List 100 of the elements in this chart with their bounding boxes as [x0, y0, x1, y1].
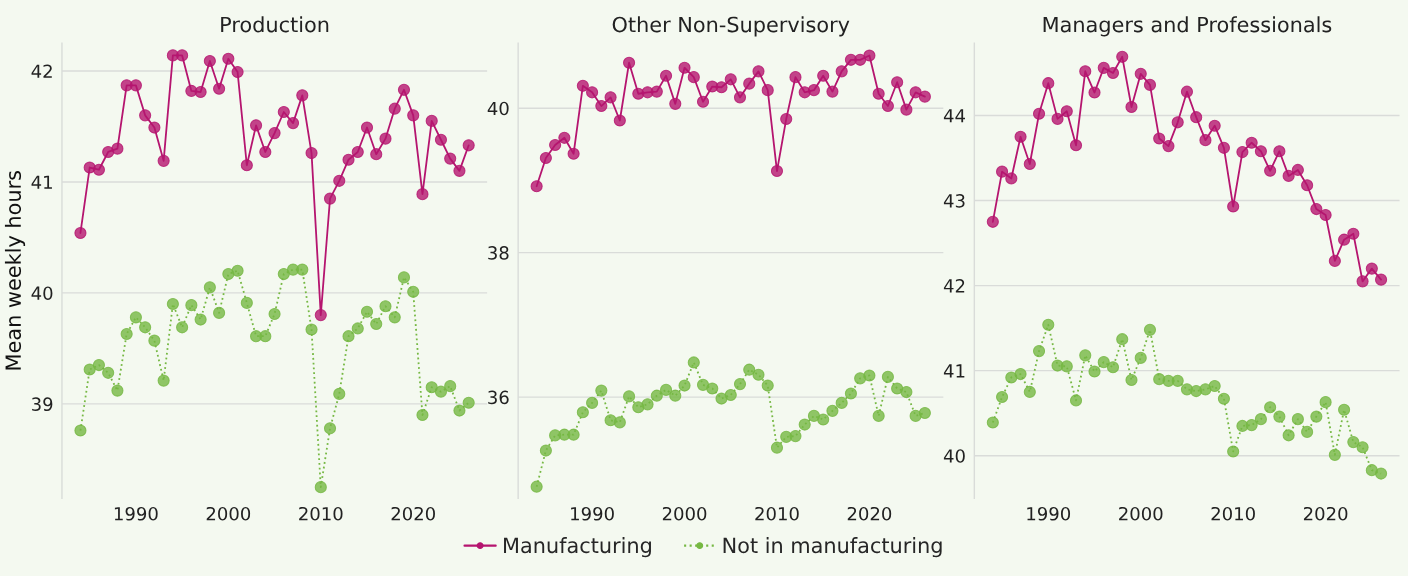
- y-tick-label: 36: [488, 390, 509, 405]
- point: [650, 389, 663, 402]
- point: [434, 133, 448, 146]
- point: [213, 82, 226, 95]
- point: [102, 366, 115, 379]
- point: [397, 83, 411, 96]
- point: [323, 422, 337, 435]
- point: [1116, 50, 1129, 63]
- point: [240, 159, 253, 172]
- point: [539, 151, 552, 165]
- x-tick-label: 1990: [571, 506, 614, 521]
- point: [641, 398, 654, 411]
- point: [111, 142, 124, 155]
- point: [360, 305, 374, 318]
- y-tick-label: 41: [31, 175, 52, 189]
- point: [539, 444, 552, 457]
- point: [696, 95, 710, 108]
- point: [1217, 141, 1230, 154]
- point: [74, 424, 87, 437]
- point: [1097, 356, 1110, 369]
- point: [706, 382, 719, 395]
- point: [250, 119, 263, 132]
- point: [213, 306, 226, 319]
- point: [632, 401, 645, 414]
- y-tick-label: 40: [487, 101, 509, 116]
- point: [407, 285, 420, 298]
- point: [1069, 394, 1083, 407]
- point: [1347, 436, 1360, 449]
- point: [1153, 132, 1166, 145]
- point: [1051, 112, 1064, 125]
- point: [1023, 385, 1036, 398]
- point: [1291, 413, 1304, 426]
- point: [1356, 441, 1369, 454]
- x-tick-label: 2000: [662, 506, 707, 521]
- point: [83, 363, 96, 376]
- y-axis-title: Mean weekly hours: [4, 171, 26, 370]
- point: [351, 322, 364, 335]
- point: [1134, 67, 1147, 80]
- point: [1106, 361, 1120, 374]
- point: [1079, 65, 1092, 78]
- point: [1079, 349, 1092, 362]
- point: [342, 330, 355, 343]
- point: [826, 404, 839, 417]
- point: [222, 52, 235, 65]
- point: [1171, 374, 1184, 387]
- point: [74, 226, 87, 240]
- point: [743, 363, 756, 376]
- point: [1264, 401, 1277, 414]
- point: [425, 114, 438, 127]
- point: [1190, 385, 1203, 398]
- point: [1199, 134, 1212, 147]
- point: [1097, 61, 1110, 74]
- point: [817, 413, 830, 426]
- point: [176, 321, 189, 334]
- point: [1254, 413, 1267, 426]
- point: [752, 65, 765, 78]
- point: [576, 406, 589, 419]
- point: [1273, 145, 1286, 158]
- point: [1301, 179, 1314, 192]
- point: [1143, 78, 1157, 91]
- point: [314, 481, 327, 494]
- point: [286, 117, 300, 130]
- point: [844, 387, 857, 400]
- point: [296, 263, 309, 276]
- point: [333, 387, 346, 400]
- point: [157, 374, 170, 387]
- point: [558, 131, 571, 144]
- point: [770, 441, 784, 454]
- point: [567, 428, 580, 441]
- point: [148, 334, 161, 347]
- point: [918, 406, 931, 420]
- point: [1245, 419, 1258, 432]
- point: [1180, 85, 1194, 98]
- point: [1328, 448, 1341, 461]
- point: [604, 91, 617, 104]
- x-tick-label: 2020: [847, 506, 892, 521]
- point: [835, 396, 848, 409]
- point: [111, 384, 124, 397]
- point: [659, 383, 673, 396]
- point: [1032, 107, 1046, 120]
- point: [203, 281, 216, 294]
- point: [379, 300, 392, 313]
- x-tick-label: 1990: [114, 506, 158, 521]
- point: [530, 480, 543, 493]
- point: [1365, 464, 1378, 477]
- point: [397, 271, 411, 284]
- point: [909, 86, 922, 99]
- point: [139, 321, 152, 334]
- point: [277, 105, 290, 119]
- point: [462, 139, 475, 152]
- y-tick-label: 42: [31, 64, 52, 78]
- point: [1374, 467, 1388, 480]
- x-tick-label: 1990: [1027, 506, 1071, 521]
- point: [453, 164, 466, 177]
- point: [259, 145, 272, 159]
- point: [1088, 86, 1101, 99]
- point: [1032, 345, 1046, 358]
- y-tick-label: 40: [31, 286, 53, 301]
- point: [1153, 373, 1166, 386]
- point: [817, 69, 830, 82]
